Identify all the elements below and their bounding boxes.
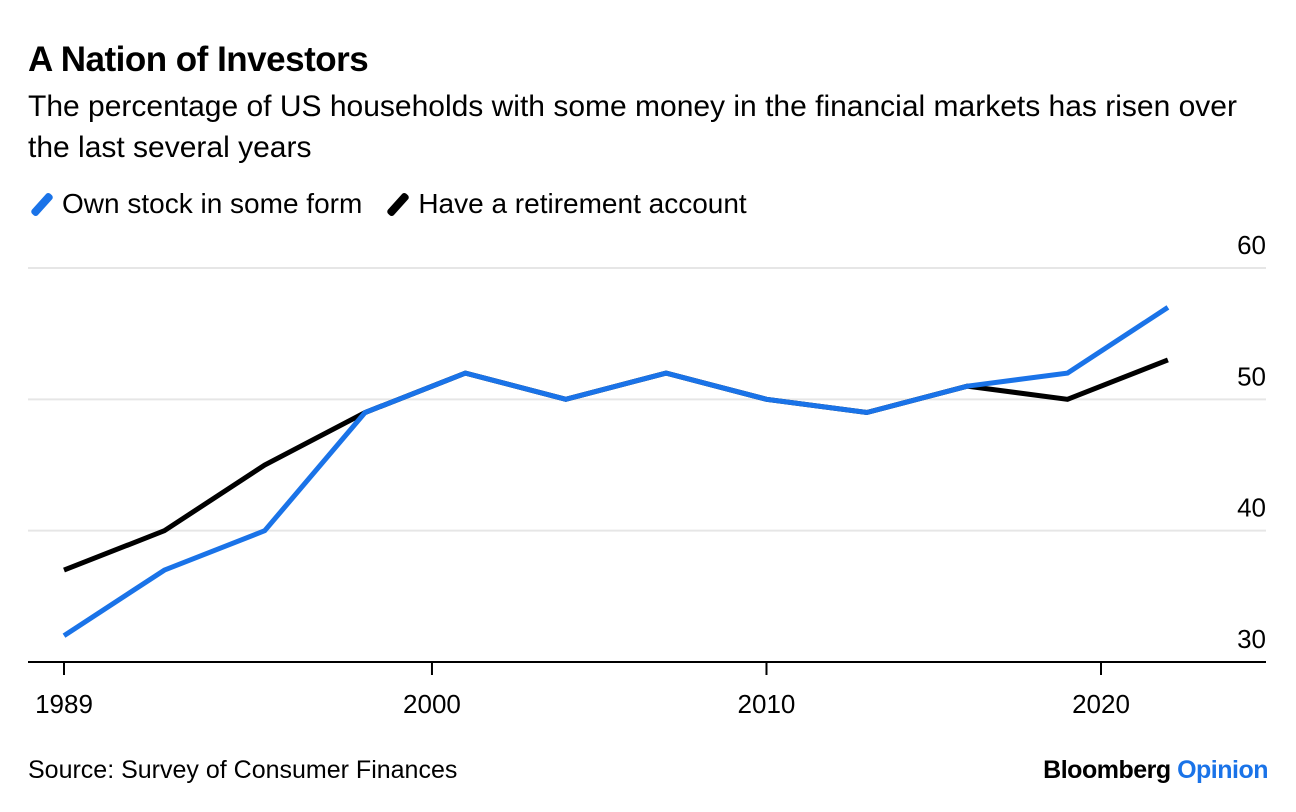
data-point-stock-2022 [1165, 305, 1170, 310]
data-point-stock-2013 [864, 410, 869, 415]
data-point-retirement-2022 [1165, 357, 1170, 362]
series-line-retirement-account [63, 357, 1169, 573]
series-line-own-stock [62, 305, 1170, 638]
data-point-stock-2007 [664, 371, 669, 376]
legend: Own stock in some form Have a retirement… [28, 188, 769, 220]
data-point-stock-2004 [563, 397, 568, 402]
y-tick-label-60: 60 [1237, 230, 1266, 260]
data-point-stock-2010 [764, 397, 769, 402]
y-tick-label-30: 30 [1237, 624, 1266, 654]
brand-name: Bloomberg [1043, 756, 1171, 784]
data-point-stock-1992 [162, 568, 167, 573]
source-note: Source: Survey of Consumer Finances [28, 756, 458, 784]
data-point-stock-1998 [363, 410, 368, 415]
y-tick-label-50: 50 [1237, 361, 1266, 391]
legend-label-stock: Own stock in some form [62, 188, 363, 219]
data-point-stock-2016 [965, 384, 970, 389]
data-point-stock-1995 [262, 528, 267, 533]
brand-section: Opinion [1177, 756, 1268, 784]
chart-title: A Nation of Investors [28, 40, 369, 79]
brand-logo: Bloomberg Opinion [1043, 756, 1268, 785]
data-point-stock-1989 [62, 633, 67, 638]
data-point-retirement-1992 [162, 528, 167, 533]
y-tick-label-40: 40 [1237, 493, 1266, 523]
x-tick-label-2010: 2010 [738, 689, 796, 719]
legend-item-stock: Own stock in some form [28, 188, 362, 220]
x-tick-label-2000: 2000 [403, 689, 461, 719]
legend-item-retirement: Have a retirement account [384, 188, 747, 220]
data-point-retirement-1989 [62, 568, 67, 573]
chart-subtitle: The percentage of US households with som… [28, 90, 1237, 164]
data-point-stock-2019 [1065, 371, 1070, 376]
x-tick-label-1989: 1989 [35, 689, 93, 719]
legend-label-retirement: Have a retirement account [418, 188, 747, 219]
data-point-stock-2001 [463, 371, 468, 376]
data-point-retirement-2019 [1065, 397, 1070, 402]
data-point-retirement-1995 [262, 463, 267, 468]
x-tick-label-2020: 2020 [1072, 689, 1130, 719]
